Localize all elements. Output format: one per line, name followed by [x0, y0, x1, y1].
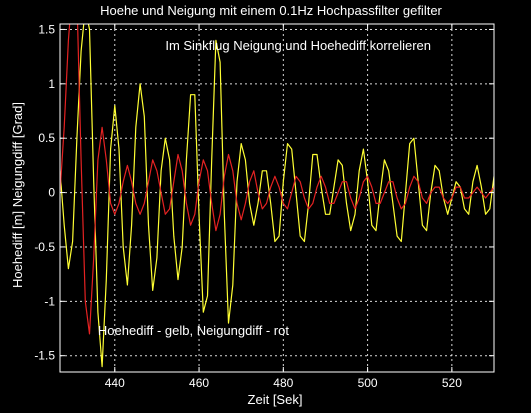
y-tick-label: -1.5 — [34, 349, 55, 363]
chart-title: Hoehe und Neigung mit einem 0.1Hz Hochpa… — [100, 3, 442, 18]
plot-frame — [59, 23, 495, 373]
plot-area: 440 460 480 500 520 -1.5 -1 -0.5 0 0.5 1 1.5 Im Sink… — [34, 22, 495, 390]
series-line-neigungdiff — [60, 24, 494, 335]
x-tick-label: 520 — [442, 376, 462, 390]
y-tick-label: 1.5 — [38, 22, 55, 36]
y-tick-label: 0 — [48, 186, 55, 200]
x-tick-label: 460 — [189, 376, 209, 390]
x-tick-label: 500 — [358, 376, 378, 390]
series-line-hoehediff — [60, 24, 494, 368]
x-axis-label: Zeit [Sek] — [248, 392, 303, 407]
x-tick-label: 440 — [105, 376, 125, 390]
y-tick-label: 1 — [48, 77, 55, 91]
y-tick-label: -0.5 — [34, 240, 55, 254]
annotation-legend: Hoehediff - gelb, Neigungdiff - rot — [98, 323, 289, 338]
y-tick-label: -1 — [44, 294, 55, 308]
y-axis-label: Hoehediff [m] Neigungdiff [Grad] — [10, 102, 25, 288]
annotation-correlation: Im Sinkflug Neigung und Hoehediff korrel… — [165, 38, 431, 53]
y-tick-label: 0.5 — [38, 131, 55, 145]
x-tick-label: 480 — [273, 376, 293, 390]
